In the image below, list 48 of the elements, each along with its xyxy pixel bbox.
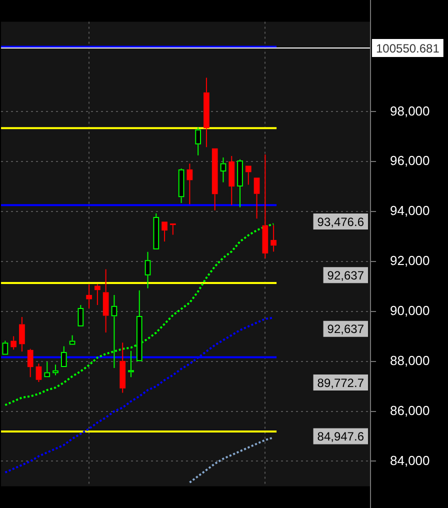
annotation: 92,637 xyxy=(327,268,364,282)
candlestick xyxy=(144,251,151,289)
candlestick xyxy=(120,342,126,394)
candlestick xyxy=(78,304,84,326)
candlestick xyxy=(52,364,58,376)
candlestick xyxy=(136,290,142,362)
y-tick-label: 88,000 xyxy=(390,352,430,368)
y-tick-label: 98,000 xyxy=(390,103,430,118)
candlestick xyxy=(162,222,168,242)
candlestick xyxy=(27,348,34,378)
ref-line-label: 100550.681 xyxy=(376,41,440,56)
y-tick-label: 94,000 xyxy=(390,203,430,218)
y-tick-label: 84,000 xyxy=(390,452,430,468)
candlestick xyxy=(36,363,42,382)
candlestick xyxy=(195,126,202,156)
candlestick xyxy=(228,155,235,206)
candlestick xyxy=(186,163,193,205)
candlestick xyxy=(60,346,67,368)
y-tick-label: 86,000 xyxy=(390,402,430,418)
candlestick xyxy=(220,157,226,183)
candlestick xyxy=(204,77,210,148)
candlestick xyxy=(19,316,25,352)
line-series xyxy=(188,436,275,484)
candlestick xyxy=(237,158,243,208)
annotation: 93,476.6 xyxy=(317,214,364,229)
annotation: 92,637 xyxy=(327,322,364,336)
candlestick xyxy=(178,168,184,204)
candlestick xyxy=(245,166,252,186)
candlestick xyxy=(86,284,92,309)
candlestick xyxy=(128,350,134,378)
line-series xyxy=(4,223,275,406)
candlestick xyxy=(44,361,50,378)
candlestick xyxy=(102,268,109,334)
candlestick xyxy=(10,336,17,350)
y-tick-label: 96,000 xyxy=(390,153,430,168)
annotation: 89,772.7 xyxy=(317,376,364,390)
candlestick xyxy=(270,224,276,252)
candlestick xyxy=(254,178,260,220)
candlestick xyxy=(262,154,268,259)
candlestick xyxy=(69,334,76,345)
candlestick xyxy=(94,284,100,306)
annotation: 84,947.6 xyxy=(317,430,364,444)
y-tick-label: 92,000 xyxy=(390,253,430,268)
candlestick xyxy=(111,294,118,368)
candlestick xyxy=(153,212,160,250)
candlestick xyxy=(212,148,218,211)
line-series xyxy=(4,316,275,474)
y-tick-label: 90,000 xyxy=(390,303,430,318)
